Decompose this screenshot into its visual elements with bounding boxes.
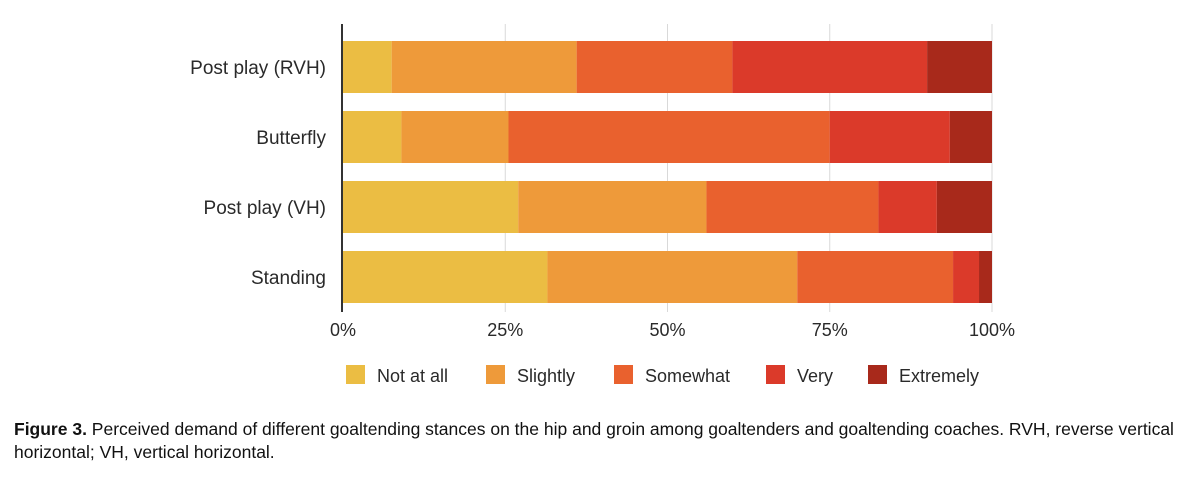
legend-label-extremely: Extremely bbox=[899, 366, 979, 386]
bar-post-play-rvh-slightly bbox=[391, 41, 577, 93]
legend: Not at all Slightly Somewhat Very Extremely bbox=[346, 365, 979, 386]
category-label-standing: Standing bbox=[251, 268, 326, 289]
legend-item-somewhat: Somewhat bbox=[614, 365, 730, 386]
bar-post-play-vh-very bbox=[878, 181, 937, 233]
x-tick-label-75: 75% bbox=[812, 320, 848, 340]
legend-label-somewhat: Somewhat bbox=[645, 366, 730, 386]
category-label-butterfly: Butterfly bbox=[256, 128, 326, 149]
legend-item-extremely: Extremely bbox=[868, 365, 979, 386]
bar-standing-somewhat bbox=[797, 251, 954, 303]
bar-post-play-rvh-extremely bbox=[927, 41, 992, 93]
x-tick-label-100: 100% bbox=[969, 320, 1015, 340]
legend-label-very: Very bbox=[797, 366, 833, 386]
legend-label-not-at-all: Not at all bbox=[377, 366, 448, 386]
bars bbox=[343, 41, 992, 303]
legend-swatch-slightly bbox=[486, 365, 505, 384]
legend-item-slightly: Slightly bbox=[486, 365, 575, 386]
bar-post-play-vh-extremely bbox=[936, 181, 992, 233]
figure-caption: Figure 3. Perceived demand of different … bbox=[14, 418, 1194, 464]
x-tick-label-25: 25% bbox=[487, 320, 523, 340]
bar-post-play-rvh-very bbox=[732, 41, 928, 93]
category-label-post-play-vh: Post play (VH) bbox=[204, 198, 326, 219]
x-tick-labels: 0% 25% 50% 75% 100% bbox=[330, 320, 1015, 340]
caption-label: Figure 3. bbox=[14, 419, 87, 439]
bar-post-play-vh-not-at-all bbox=[343, 181, 519, 233]
legend-label-slightly: Slightly bbox=[517, 366, 575, 386]
stacked-bar-chart: Post play (RVH) Butterfly Post play (VH) St… bbox=[190, 24, 1015, 386]
legend-swatch-very bbox=[766, 365, 785, 384]
bar-butterfly-somewhat bbox=[508, 111, 830, 163]
bar-post-play-vh-somewhat bbox=[706, 181, 879, 233]
x-tick-label-50: 50% bbox=[649, 320, 685, 340]
legend-item-not-at-all: Not at all bbox=[346, 365, 448, 386]
legend-item-very: Very bbox=[766, 365, 833, 386]
bar-post-play-vh-slightly bbox=[518, 181, 707, 233]
bar-post-play-rvh-somewhat bbox=[576, 41, 733, 93]
bar-butterfly-slightly bbox=[401, 111, 509, 163]
bar-butterfly-not-at-all bbox=[343, 111, 402, 163]
bar-post-play-rvh-not-at-all bbox=[343, 41, 392, 93]
bar-butterfly-very bbox=[829, 111, 950, 163]
bar-standing-slightly bbox=[547, 251, 798, 303]
bar-standing-not-at-all bbox=[343, 251, 548, 303]
legend-swatch-somewhat bbox=[614, 365, 633, 384]
bar-standing-extremely bbox=[979, 251, 992, 303]
category-labels: Post play (RVH) Butterfly Post play (VH) St… bbox=[190, 58, 326, 289]
bar-butterfly-extremely bbox=[949, 111, 992, 163]
x-tick-label-0: 0% bbox=[330, 320, 356, 340]
legend-swatch-not-at-all bbox=[346, 365, 365, 384]
category-label-post-play-rvh: Post play (RVH) bbox=[190, 58, 326, 79]
caption-text: Perceived demand of different goaltendin… bbox=[14, 419, 1174, 462]
legend-swatch-extremely bbox=[868, 365, 887, 384]
bar-standing-very bbox=[953, 251, 980, 303]
